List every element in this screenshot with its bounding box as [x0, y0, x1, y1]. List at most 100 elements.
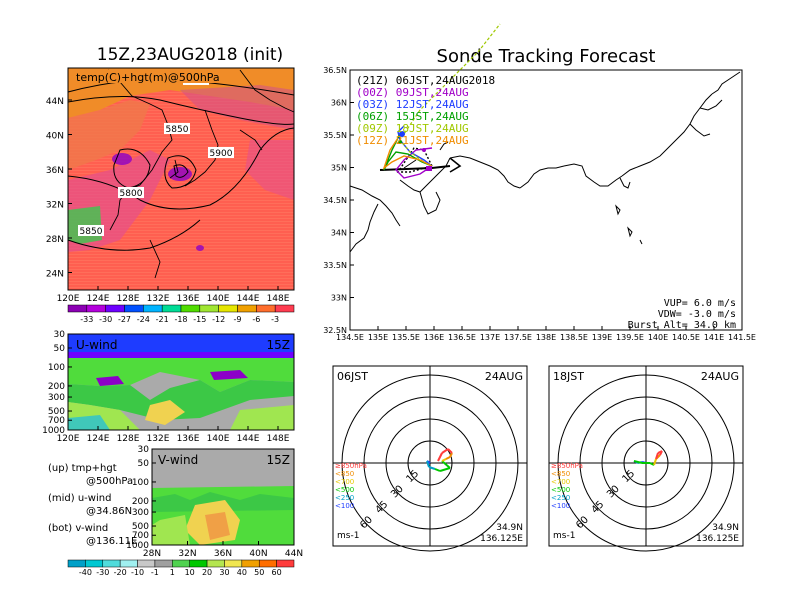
pressure-tick-label: 300 — [48, 393, 65, 403]
hodograph-legend-label: <850 — [551, 470, 570, 478]
vdw-text: VDW= -3.0 m/s — [658, 309, 736, 320]
map-lat-label: 36N — [46, 166, 64, 176]
hodograph-legend-label: ≥850hPa — [551, 462, 583, 470]
track-map — [349, 23, 743, 331]
pressure-tick-label: 100 — [132, 478, 149, 488]
hodograph-trace-segment — [655, 452, 659, 460]
wind-colorbar-swatch — [258, 559, 277, 568]
map-lon-label: 124E — [87, 294, 110, 304]
uwind-lon-label: 120E — [57, 434, 80, 444]
launch-label: (03Z) 12JST,24AUG — [356, 98, 469, 111]
wind-colorbar-tick-label: 1 — [170, 568, 175, 577]
uwind-lon-label: 124E — [87, 434, 110, 444]
track-lon-label: 135.5E — [392, 333, 420, 342]
map-lon-label: 132E — [147, 294, 170, 304]
launch-legend: (21Z) 06JST,24AUG2018(00Z) 09JST,24AUG(0… — [356, 74, 495, 147]
track-lon-label: 141.5E — [728, 333, 756, 342]
colorbar-tick-label: -15 — [193, 315, 206, 324]
colorbar-swatch — [67, 304, 88, 313]
wind-colorbar-swatch — [119, 559, 138, 568]
hodograph-trace-segment — [441, 448, 449, 454]
map-lon-ticks: 120E 124E 128E 132E 136E 140E 144E 148E — [57, 286, 290, 304]
colorbar-swatch — [274, 304, 295, 313]
wind-colorbar-swatch — [67, 559, 86, 568]
wind-colorbar-swatch — [154, 559, 173, 568]
contour-label: 5850 — [80, 227, 103, 237]
track-lon-label: 139E — [592, 333, 612, 342]
hodograph-legend-label: <700 — [335, 478, 354, 486]
colorbar-tick-label: -3 — [271, 315, 279, 324]
map-lat-label: 24N — [46, 270, 64, 280]
wind-colorbar-tick-label: 30 — [219, 568, 229, 577]
map-lon-label: 140E — [207, 294, 230, 304]
colorbar-tick-label: -6 — [252, 315, 260, 324]
wind-colorbar-swatch — [241, 559, 260, 568]
wind-colorbar-tick-label: -20 — [114, 568, 127, 577]
wind-colorbar: -40 -30 -20 -10 -1 1 10 20 30 40 50 60 — [67, 559, 295, 577]
uwind-lon-label: 136E — [177, 434, 200, 444]
hodograph-trace-segment — [633, 460, 643, 464]
wind-colorbar-swatch — [172, 559, 190, 568]
pressure-tick-label: 300 — [132, 508, 149, 518]
pressure-tick-label: 700 — [132, 531, 149, 541]
hodograph-unit: ms-1 — [337, 531, 359, 541]
wind-colorbar-tick-label: -30 — [96, 568, 109, 577]
colorbar-swatch — [180, 304, 201, 313]
track-lon-label: 134.5E — [336, 333, 364, 342]
uwind-lon-label: 144E — [237, 434, 260, 444]
hodograph-time: 06JST — [337, 370, 368, 383]
track-lat-label: 33N — [331, 294, 347, 303]
legend-mid: (mid) u-wind — [48, 493, 111, 504]
legend-up-level: @500hPa — [86, 476, 133, 487]
hodograph-legend-label: <850 — [335, 470, 354, 478]
wind-colorbar-swatch — [189, 559, 208, 568]
wind-colorbar-swatch — [102, 559, 121, 568]
map-lat-label: 44N — [46, 97, 64, 107]
launch-label: (06Z) 15JST,24AUG — [356, 110, 469, 123]
hodograph-unit: ms-1 — [553, 531, 575, 541]
hodograph-trace-segment — [439, 467, 451, 472]
hodograph-trace-segment — [428, 466, 436, 470]
pressure-tick-label: 500 — [132, 522, 149, 532]
pressure-tick-label: 1000 — [42, 426, 65, 436]
hodograph-lon: 136.125E — [696, 534, 739, 544]
hodograph-trace-segment — [447, 448, 453, 454]
map-lon-label: 136E — [177, 294, 200, 304]
pressure-tick-label: 500 — [48, 407, 65, 417]
vwind-lat-label: 28N — [143, 549, 161, 559]
launch-label: (00Z) 09JST,24AUG — [356, 86, 469, 99]
track-lat-label: 34.5N — [323, 196, 347, 205]
map-title: 15Z,23AUG2018 (init) — [97, 45, 283, 65]
legend-mid-level: @34.86N — [86, 506, 132, 517]
wind-colorbar-tick-label: 20 — [202, 568, 212, 577]
hodograph-trace-segment — [445, 456, 451, 460]
colorbar-swatch — [86, 304, 106, 313]
colorbar-tick-label: -21 — [156, 315, 169, 324]
colorbar-tick-label: -30 — [99, 315, 112, 324]
track-lat-label: 36N — [331, 99, 347, 108]
uwind-lon-label: 140E — [207, 434, 230, 444]
track-lon-label: 136.5E — [448, 333, 476, 342]
hodograph-legend-label: ≥850hPa — [335, 462, 367, 470]
vwind-section: V-wind 15Z — [151, 448, 295, 546]
pressure-tick-label: 200 — [132, 497, 149, 507]
pressure-tick-label: 50 — [54, 344, 66, 354]
uwind-section: U-wind 15Z — [67, 333, 295, 431]
map-lon-label: 128E — [117, 294, 140, 304]
vwind-time: 15Z — [267, 453, 291, 467]
track-lon-label: 138.5E — [560, 333, 588, 342]
vwind-lat-label: 36N — [214, 549, 232, 559]
hodograph-trace-segment — [657, 450, 663, 454]
map-lon-label: 144E — [237, 294, 260, 304]
temperature-map: 5850 5850 5900 5800 5850 5800 temp(C)+hg… — [67, 67, 295, 291]
wind-colorbar-tick-label: 50 — [254, 568, 264, 577]
launch-label: (21Z) 06JST,24AUG2018 — [356, 74, 495, 87]
map-lat-label: 40N — [46, 132, 64, 142]
legend-bot: (bot) v-wind — [48, 523, 108, 534]
hodograph-lat: 34.9N — [712, 523, 739, 533]
hodograph-trace-segment — [434, 468, 441, 472]
track-lon-label: 137E — [480, 333, 500, 342]
